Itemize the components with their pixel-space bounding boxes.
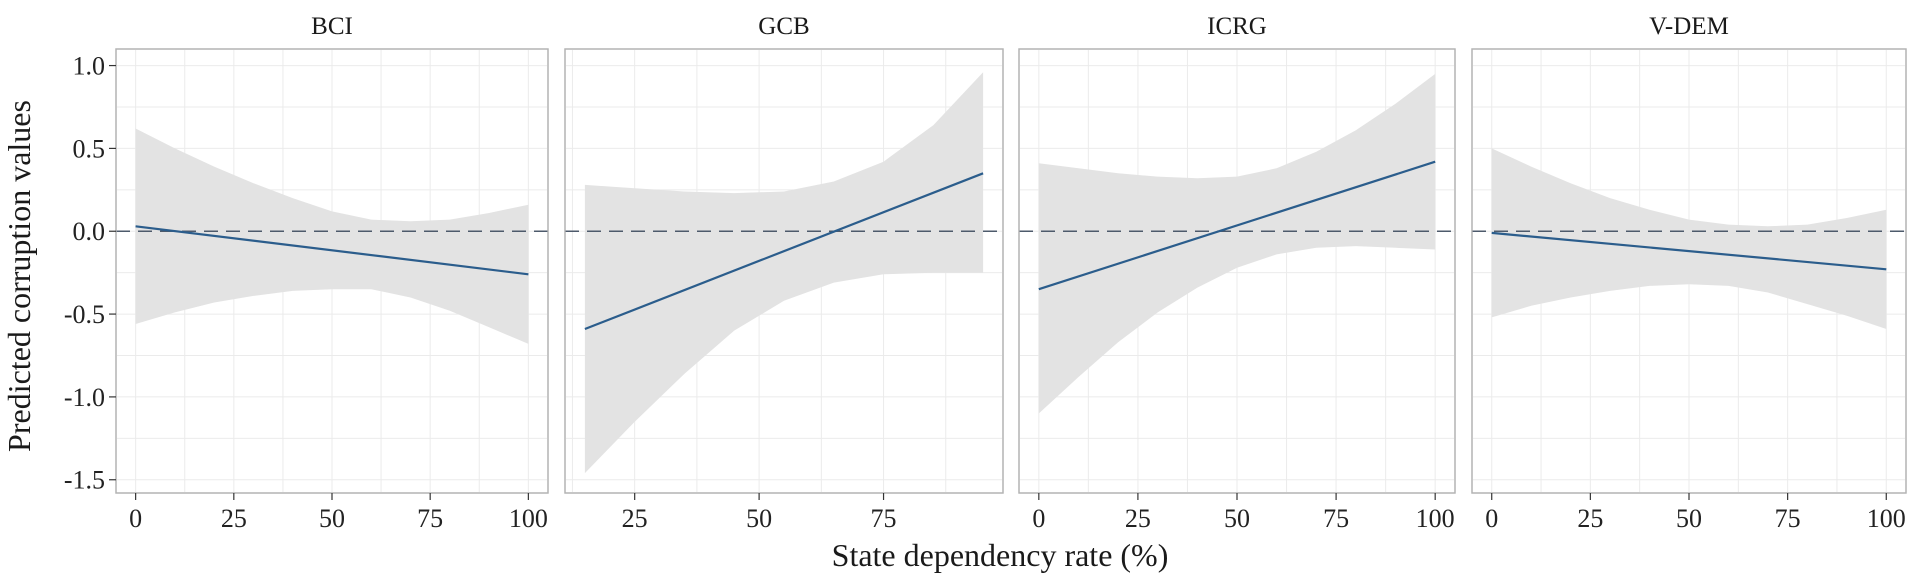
fitted-line (1038, 160, 1436, 291)
y-tick-label: -1.0 (64, 383, 105, 412)
panel-border (564, 48, 1004, 494)
x-tick-label: 75 (417, 504, 443, 533)
y-axis: -1.5 -1.0 -0.5 0.0 0.5 1.0 (64, 52, 116, 495)
confidence-band (1491, 148, 1887, 329)
panel-title: GCB (758, 13, 809, 40)
x-tick-label: 50 (319, 504, 345, 533)
panel-title: V-DEM (1649, 13, 1729, 40)
x-tick-label: 100 (1416, 504, 1455, 533)
panel-title: ICRG (1207, 13, 1267, 40)
panel-icrg: ICRG 0 25 50 75 100 (1018, 13, 1456, 533)
y-tick-label: -1.5 (64, 466, 105, 495)
fitted-line (135, 225, 529, 276)
panel-gcb: GCB 25 50 75 (564, 13, 1004, 533)
x-tick-label: 50 (1224, 504, 1250, 533)
x-tick-label: 0 (1485, 504, 1498, 533)
confidence-band (135, 128, 529, 344)
fitted-line (1491, 231, 1887, 271)
x-tick-label: 0 (129, 504, 142, 533)
panel-v-dem: V-DEM 0 25 50 75 100 (1471, 13, 1907, 533)
x-tick-label: 75 (1323, 504, 1349, 533)
x-tick-label: 25 (622, 504, 648, 533)
x-tick-label: 25 (221, 504, 247, 533)
x-tick-label: 50 (746, 504, 772, 533)
x-tick-label: 25 (1125, 504, 1151, 533)
y-tick-label: 0.5 (73, 134, 106, 163)
x-tick-label: 75 (871, 504, 897, 533)
y-tick-label: 0.0 (73, 217, 106, 246)
x-tick-label: 50 (1676, 504, 1702, 533)
x-tick-label: 0 (1032, 504, 1045, 533)
y-tick-label: -0.5 (64, 300, 105, 329)
x-tick-label: 25 (1577, 504, 1603, 533)
panel-bci: BCI 0 25 50 75 100 (115, 13, 549, 533)
y-tick-label: 1.0 (73, 52, 106, 81)
x-axis-title: State dependency rate (%) (832, 537, 1169, 573)
confidence-band (1038, 73, 1436, 414)
fitted-line (584, 172, 984, 331)
y-axis-title: Predicted corruption values (1, 100, 37, 452)
x-tick-label: 75 (1775, 504, 1801, 533)
x-tick-label: 100 (509, 504, 548, 533)
x-tick-label: 100 (1867, 504, 1906, 533)
panel-title: BCI (311, 13, 353, 40)
confidence-band (584, 72, 984, 474)
